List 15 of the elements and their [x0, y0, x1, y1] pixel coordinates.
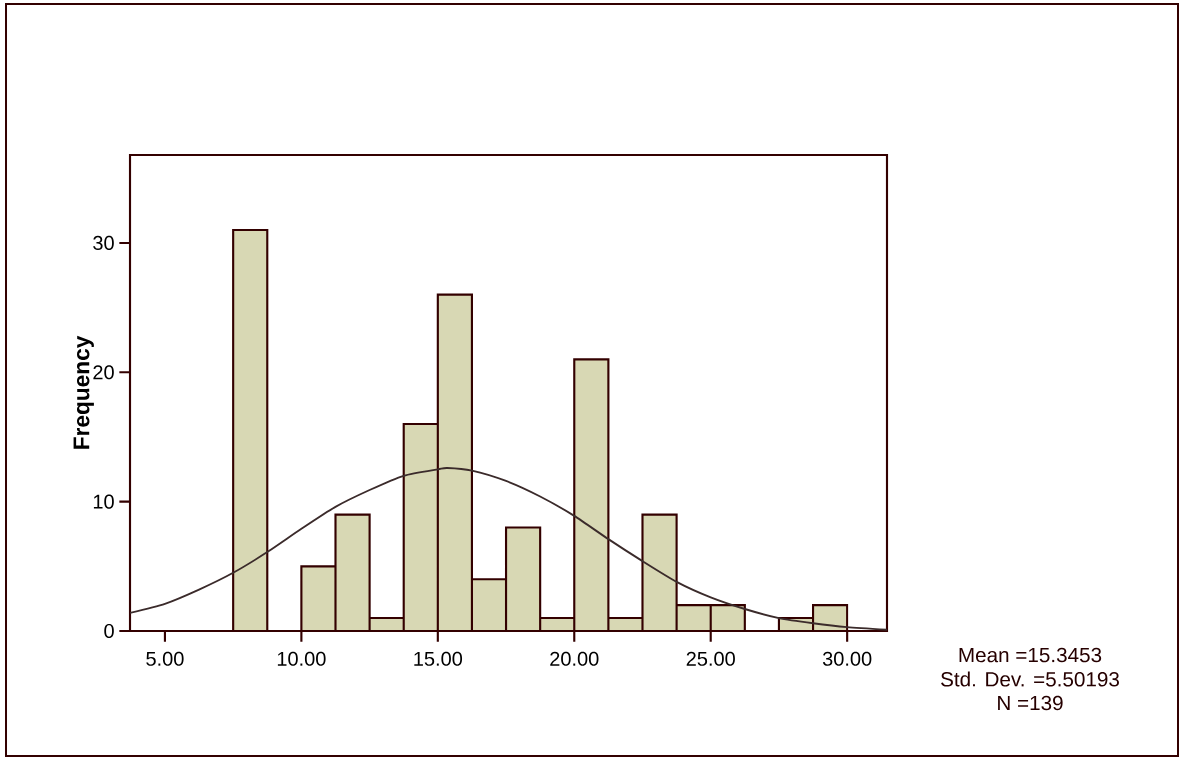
y-tick-label: 20	[93, 365, 114, 380]
y-tick-label: 30	[93, 235, 114, 251]
x-tick-label: 20.00	[550, 651, 599, 666]
x-tick-label: 30.00	[822, 651, 872, 666]
text: Std. Dev. =5.50193	[941, 671, 1119, 687]
y-axis-title: Frequency	[73, 335, 94, 449]
line-series	[130, 467, 887, 631]
x-tick-label: 5.00	[146, 651, 184, 666]
y-tick-label: 0	[104, 623, 114, 639]
x-tick-label: 10.00	[277, 651, 326, 666]
x-tick-label: 15.00	[414, 651, 463, 666]
text: N =139	[998, 695, 1063, 711]
y-tick-label: 10	[93, 494, 114, 509]
text: Mean =15.3453	[959, 647, 1102, 663]
x-tick-label: 25.00	[686, 651, 735, 666]
